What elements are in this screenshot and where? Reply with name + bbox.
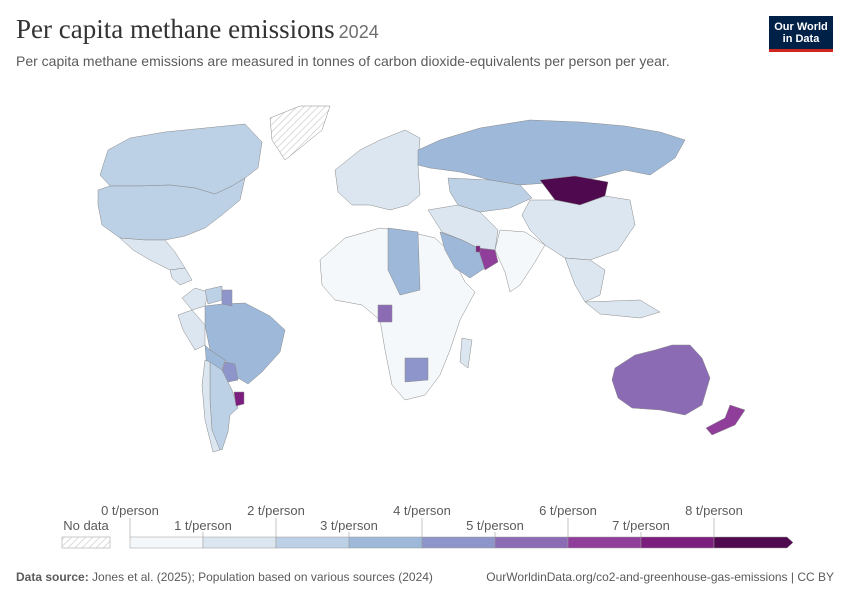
- region-indonesia[interactable]: [584, 299, 661, 319]
- legend-no-data-label: No data: [63, 518, 109, 533]
- region-paraguay[interactable]: [221, 361, 239, 383]
- region-europe[interactable]: [334, 129, 421, 211]
- legend-label-upper: 2 t/person: [247, 503, 305, 518]
- legend-bin-8: [713, 536, 794, 549]
- legend-label-upper: 4 t/person: [393, 503, 451, 518]
- legend-no-data-swatch: [61, 536, 111, 549]
- region-china[interactable]: [521, 195, 636, 261]
- legend-label-lower: 5 t/person: [466, 518, 524, 533]
- region-colombia[interactable]: [181, 287, 209, 311]
- source-text: Jones et al. (2025); Population based on…: [92, 570, 433, 584]
- region-saudi-arabia[interactable]: [439, 231, 486, 279]
- legend-bin-2: [275, 536, 350, 549]
- region-russia[interactable]: [417, 119, 686, 186]
- legend-label-upper: 6 t/person: [539, 503, 597, 518]
- title-year: 2024: [338, 22, 379, 42]
- region-sudan[interactable]: [387, 227, 421, 296]
- region-mexico[interactable]: [119, 237, 186, 271]
- chart-subtitle: Per capita methane emissions are measure…: [16, 53, 670, 69]
- region-venezuela[interactable]: [204, 285, 223, 305]
- legend-label-lower: 1 t/person: [174, 518, 232, 533]
- logo-line-1: Our World: [774, 20, 828, 33]
- region-india[interactable]: [494, 229, 546, 293]
- region-australia[interactable]: [611, 344, 711, 416]
- region-qatar[interactable]: [475, 245, 481, 253]
- region-central-america[interactable]: [169, 267, 193, 286]
- legend-bin-3: [348, 536, 423, 549]
- source-label: Data source:: [16, 570, 89, 584]
- legend-bin-7: [640, 536, 715, 549]
- legend-label-upper: 8 t/person: [685, 503, 743, 518]
- region-botswana[interactable]: [404, 357, 429, 383]
- chart-title: Per capita methane emissions 2024: [16, 14, 379, 45]
- owid-logo[interactable]: Our World in Data: [769, 16, 833, 52]
- legend-bin-5: [494, 536, 569, 549]
- region-southeast-asia[interactable]: [564, 257, 606, 303]
- legend-bin-1: [202, 536, 277, 549]
- title-text: Per capita methane emissions: [16, 14, 335, 44]
- legend-label-lower: 3 t/person: [320, 518, 378, 533]
- region-usa[interactable]: [97, 177, 246, 241]
- legend-label-upper: 0 t/person: [101, 503, 159, 518]
- legend-bin-0: [129, 536, 204, 549]
- region-gabon[interactable]: [377, 304, 393, 323]
- region-new-zealand[interactable]: [705, 404, 746, 436]
- region-madagascar[interactable]: [459, 337, 473, 369]
- legend-label-lower: 7 t/person: [612, 518, 670, 533]
- legend-bin-4: [421, 536, 496, 549]
- data-source: Data source: Jones et al. (2025); Popula…: [16, 570, 433, 584]
- legend-bin-6: [567, 536, 642, 549]
- region-uruguay[interactable]: [233, 391, 245, 407]
- logo-line-2: in Data: [782, 32, 820, 45]
- region-greenland[interactable]: [269, 105, 331, 161]
- region-oman[interactable]: [477, 247, 499, 271]
- world-map: [97, 105, 746, 453]
- region-chile[interactable]: [201, 359, 221, 453]
- region-peru[interactable]: [177, 309, 206, 351]
- region-kazakhstan[interactable]: [447, 177, 533, 213]
- source-link[interactable]: OurWorldinData.org/co2-and-greenhouse-ga…: [486, 570, 834, 584]
- region-guyana[interactable]: [221, 289, 233, 307]
